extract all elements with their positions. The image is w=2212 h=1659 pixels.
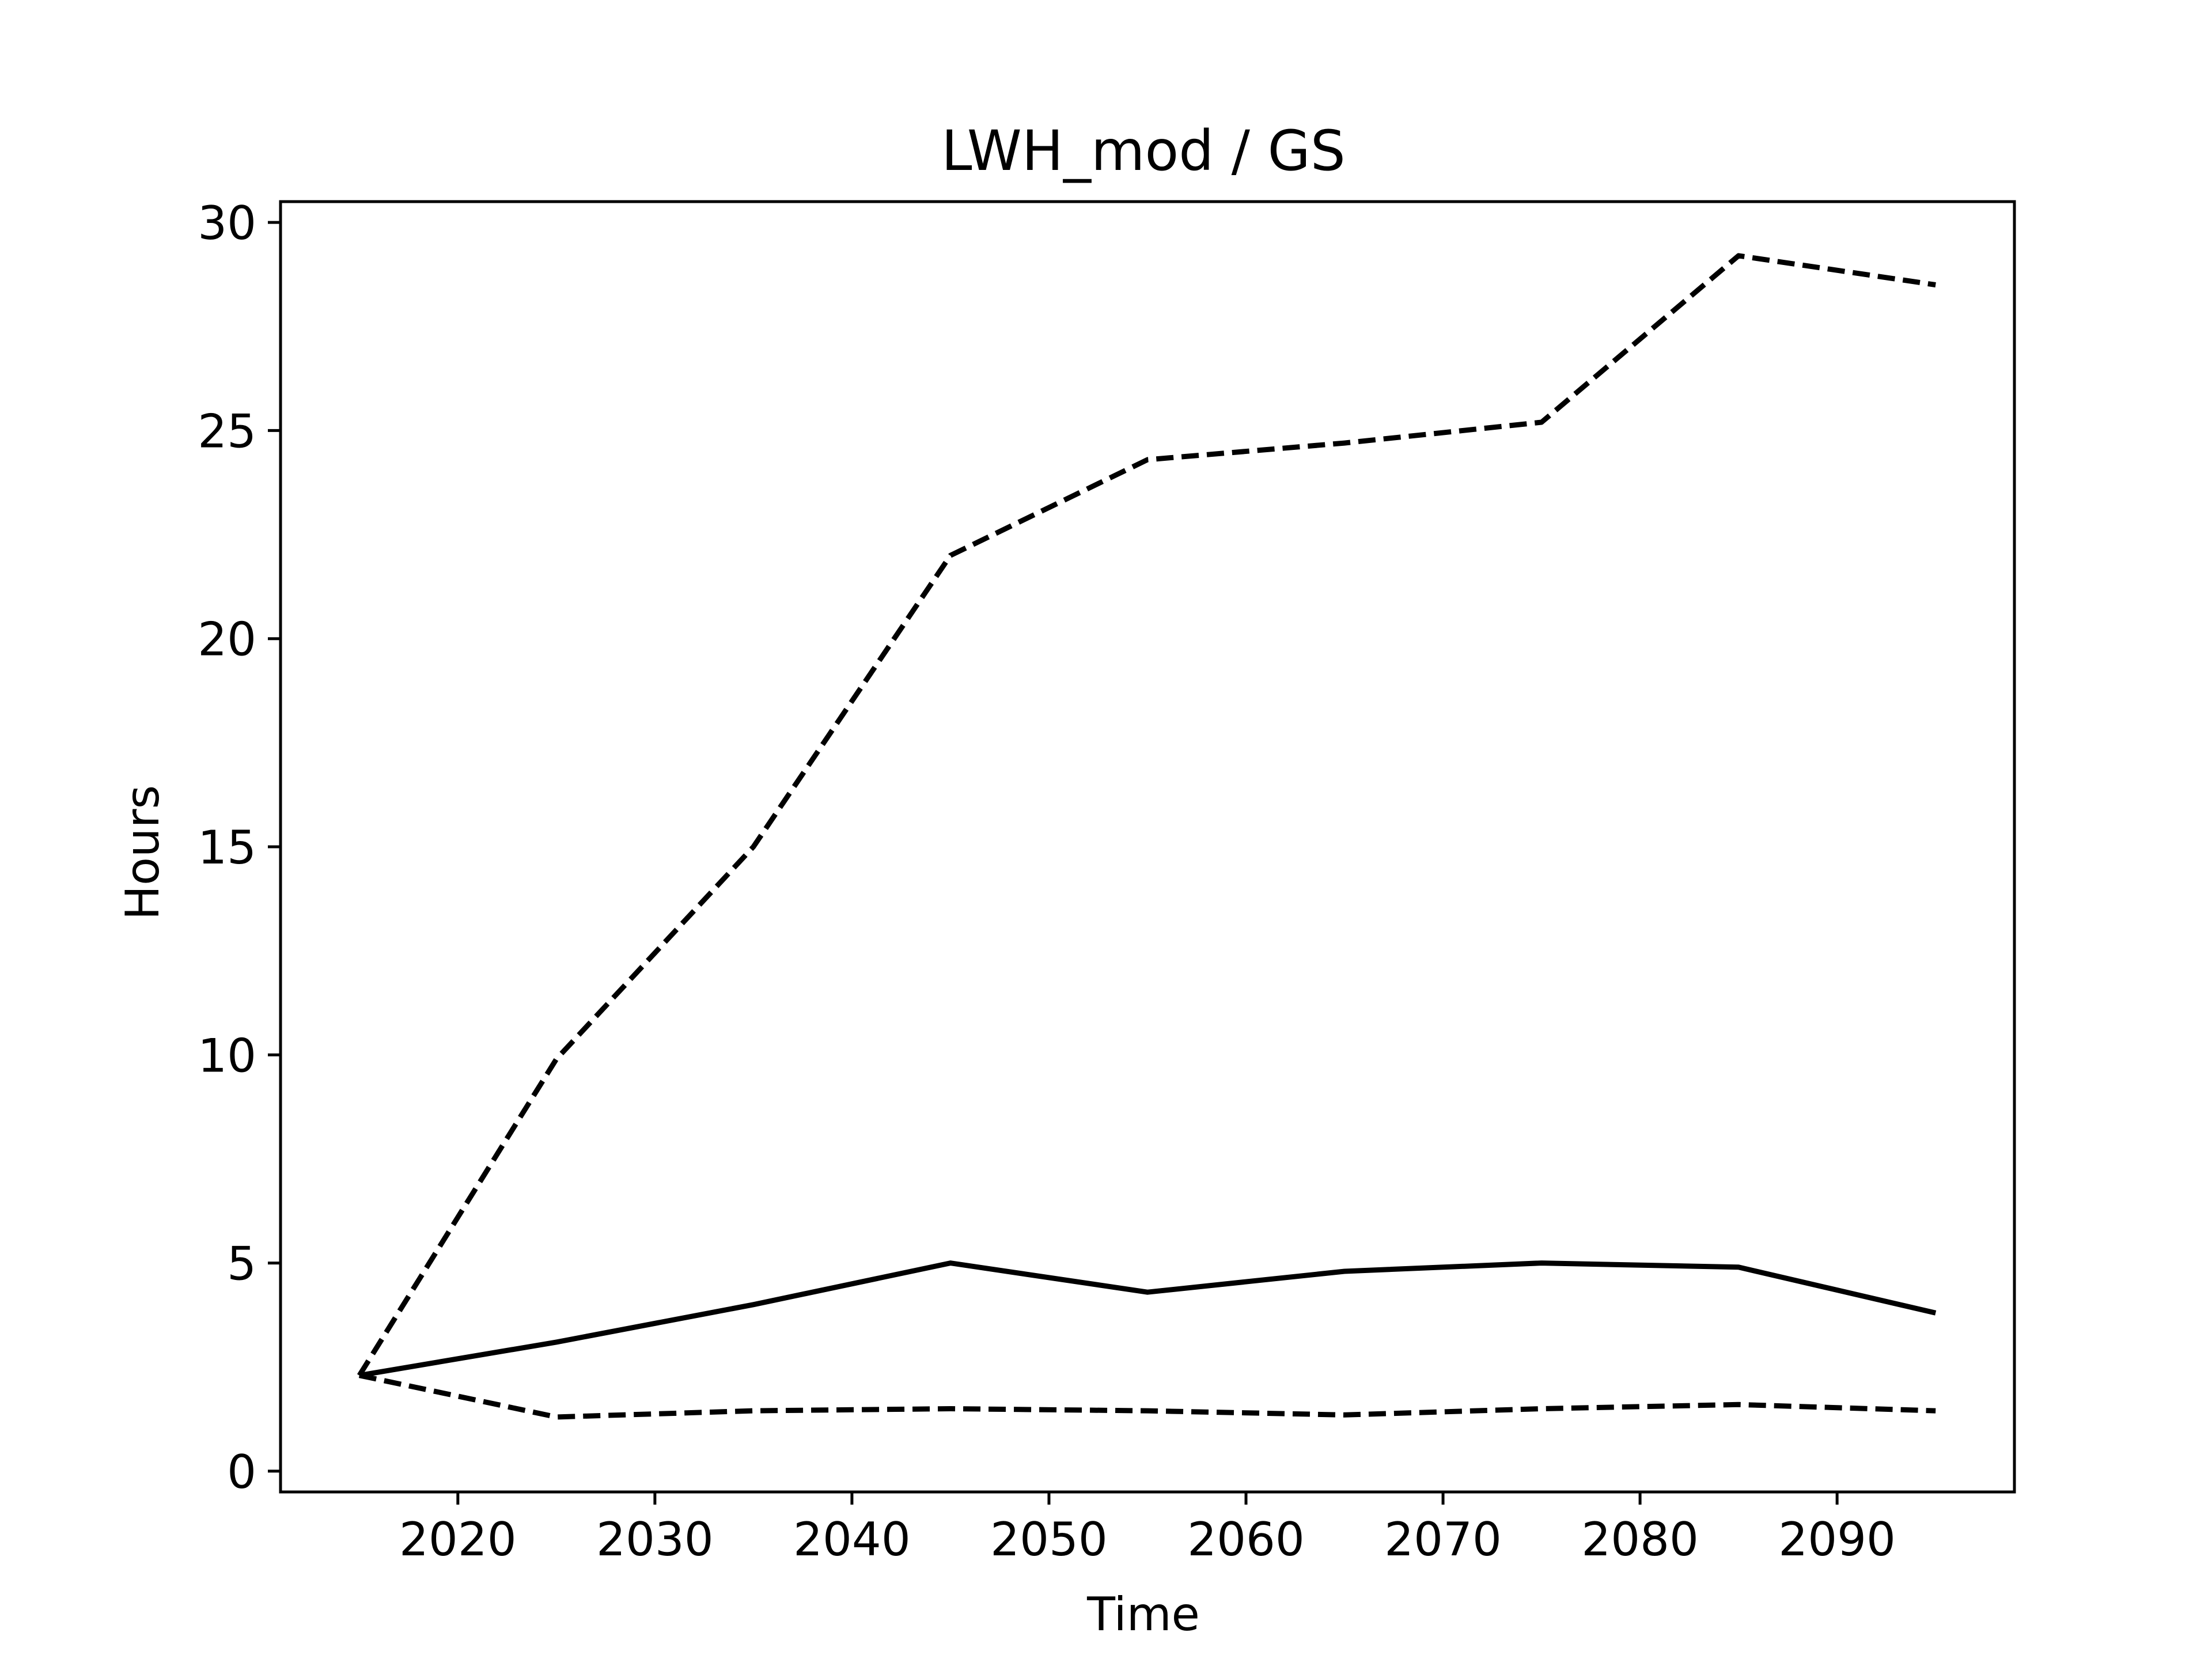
y-tick-label: 10 xyxy=(198,1029,256,1082)
y-tick-label: 30 xyxy=(198,196,256,250)
series-line-3 xyxy=(358,1373,1936,1420)
x-tick-label: 2020 xyxy=(399,1513,517,1566)
x-tick-label: 2050 xyxy=(990,1513,1108,1566)
y-axis-label: Hours xyxy=(116,785,169,920)
chart-title: LWH_mod / GS xyxy=(941,119,1346,183)
y-tick-label: 25 xyxy=(198,404,256,458)
series-line-1 xyxy=(357,253,1936,1377)
x-tick-label: 2080 xyxy=(1581,1513,1699,1566)
x-tick-label: 2060 xyxy=(1187,1513,1305,1566)
x-tick-label: 2090 xyxy=(1778,1513,1896,1566)
x-axis-label: Time xyxy=(1086,1588,1200,1641)
x-tick-label: 2040 xyxy=(793,1513,911,1566)
series-line-2 xyxy=(359,1260,1937,1378)
x-tick-label: 2030 xyxy=(596,1513,714,1566)
y-tick-label: 0 xyxy=(227,1445,256,1499)
y-tick-label: 5 xyxy=(227,1237,256,1291)
y-tick-label: 20 xyxy=(198,613,256,666)
plot-frame xyxy=(279,200,2016,1494)
plot-area: 2020 2030 2040 2050 2060 2070 2080 209005101520… xyxy=(198,196,2016,1566)
y-tick-label: 15 xyxy=(198,821,256,874)
x-tick-label: 2070 xyxy=(1384,1513,1502,1566)
